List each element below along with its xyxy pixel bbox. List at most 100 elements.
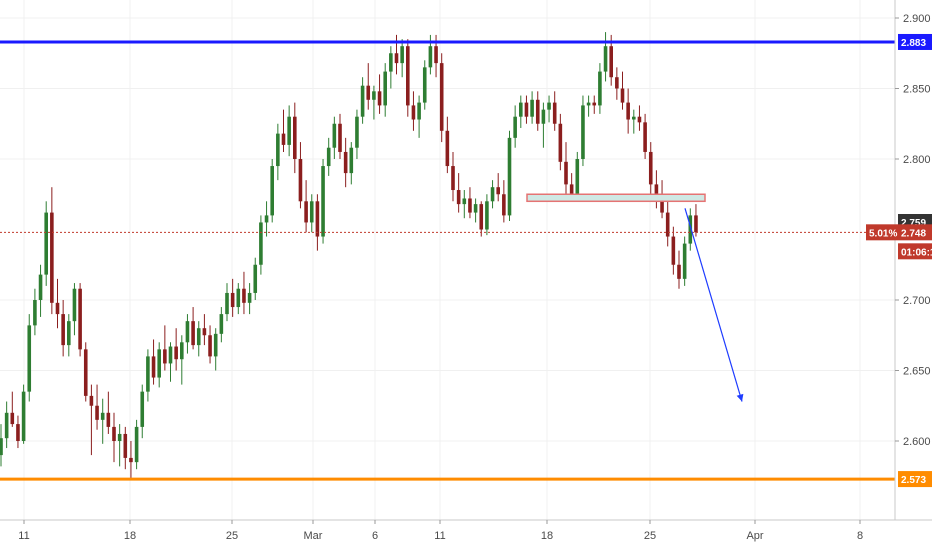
candle[interactable] <box>134 419 139 470</box>
candle[interactable] <box>106 391 111 434</box>
candle[interactable] <box>157 342 161 388</box>
candle[interactable] <box>490 180 495 209</box>
candle[interactable] <box>315 194 320 251</box>
candle[interactable] <box>219 307 224 343</box>
candle[interactable] <box>332 116 337 159</box>
candle[interactable] <box>236 283 241 315</box>
candle[interactable] <box>468 187 472 219</box>
resistance-zone-rectangle[interactable] <box>526 193 706 203</box>
candle[interactable] <box>586 95 591 117</box>
candle[interactable] <box>665 201 670 247</box>
candle[interactable] <box>462 190 467 219</box>
candle[interactable] <box>411 91 416 131</box>
candle[interactable] <box>417 95 421 138</box>
candle[interactable] <box>643 113 647 159</box>
candle[interactable] <box>326 137 331 176</box>
candle[interactable] <box>581 95 585 167</box>
candle[interactable] <box>225 283 229 322</box>
candle[interactable] <box>50 187 54 315</box>
candle[interactable] <box>406 39 410 117</box>
candle[interactable] <box>287 105 291 157</box>
candle[interactable] <box>535 91 540 131</box>
candle[interactable] <box>592 95 597 114</box>
candle[interactable] <box>95 384 99 430</box>
candle[interactable] <box>473 198 478 223</box>
candle[interactable] <box>632 109 636 134</box>
candle[interactable] <box>343 137 348 188</box>
candle[interactable] <box>519 95 523 128</box>
candle[interactable] <box>270 159 274 223</box>
candle[interactable] <box>479 201 484 237</box>
candle[interactable] <box>247 283 252 315</box>
candle[interactable] <box>439 53 444 143</box>
candle[interactable] <box>507 130 512 222</box>
candle[interactable] <box>451 151 455 202</box>
candle[interactable] <box>637 105 642 131</box>
candle[interactable] <box>671 226 676 275</box>
candle[interactable] <box>445 116 450 174</box>
candle[interactable] <box>309 194 314 233</box>
candle[interactable] <box>180 335 184 385</box>
candle[interactable] <box>304 180 308 233</box>
candle[interactable] <box>349 142 354 185</box>
candle[interactable] <box>276 123 280 181</box>
candle[interactable] <box>208 325 212 364</box>
candle[interactable] <box>377 74 382 114</box>
candle[interactable] <box>185 314 190 354</box>
candle[interactable] <box>78 283 82 357</box>
candle[interactable] <box>100 398 105 444</box>
candle[interactable] <box>146 349 150 402</box>
candle[interactable] <box>0 424 3 467</box>
candle[interactable] <box>338 113 342 159</box>
candle[interactable] <box>264 201 269 237</box>
candle[interactable] <box>168 342 173 382</box>
candle[interactable] <box>259 215 263 275</box>
candle[interactable] <box>485 194 489 236</box>
candle[interactable] <box>355 109 359 159</box>
candle[interactable] <box>281 109 286 152</box>
candle[interactable] <box>552 91 557 131</box>
candle[interactable] <box>513 105 517 148</box>
candle[interactable] <box>55 278 60 329</box>
candle[interactable] <box>163 325 167 371</box>
candle[interactable] <box>524 95 529 124</box>
candle[interactable] <box>174 328 178 371</box>
candle[interactable] <box>360 77 365 124</box>
candle[interactable] <box>89 384 94 456</box>
candle[interactable] <box>598 63 602 114</box>
candle[interactable] <box>648 142 653 195</box>
candle[interactable] <box>253 257 258 300</box>
candle[interactable] <box>541 102 546 148</box>
candle[interactable] <box>456 173 461 213</box>
candle[interactable] <box>389 46 393 89</box>
candle[interactable] <box>620 71 625 110</box>
candle[interactable] <box>558 113 563 171</box>
candle[interactable] <box>496 173 500 202</box>
candle[interactable] <box>16 415 20 449</box>
candle[interactable] <box>112 412 116 463</box>
candle[interactable] <box>575 151 580 202</box>
forecast-arrow[interactable] <box>684 208 743 402</box>
candle[interactable] <box>694 204 698 237</box>
candle[interactable] <box>547 95 551 123</box>
candle[interactable] <box>366 63 371 110</box>
candle[interactable] <box>38 264 43 317</box>
candle[interactable] <box>677 250 681 289</box>
candle[interactable] <box>230 278 235 317</box>
candle[interactable] <box>615 67 619 100</box>
candle[interactable] <box>293 102 297 174</box>
candle[interactable] <box>123 426 128 470</box>
candle[interactable] <box>129 441 133 480</box>
candle[interactable] <box>502 180 506 223</box>
candle[interactable] <box>21 384 26 444</box>
candle[interactable] <box>72 283 77 336</box>
candle[interactable] <box>682 236 687 286</box>
candle[interactable] <box>61 300 65 357</box>
candle[interactable] <box>33 288 37 336</box>
candle[interactable] <box>213 328 218 371</box>
candle[interactable] <box>372 85 376 120</box>
candle[interactable] <box>603 32 608 82</box>
candle[interactable] <box>10 391 15 427</box>
candle[interactable] <box>196 321 201 357</box>
